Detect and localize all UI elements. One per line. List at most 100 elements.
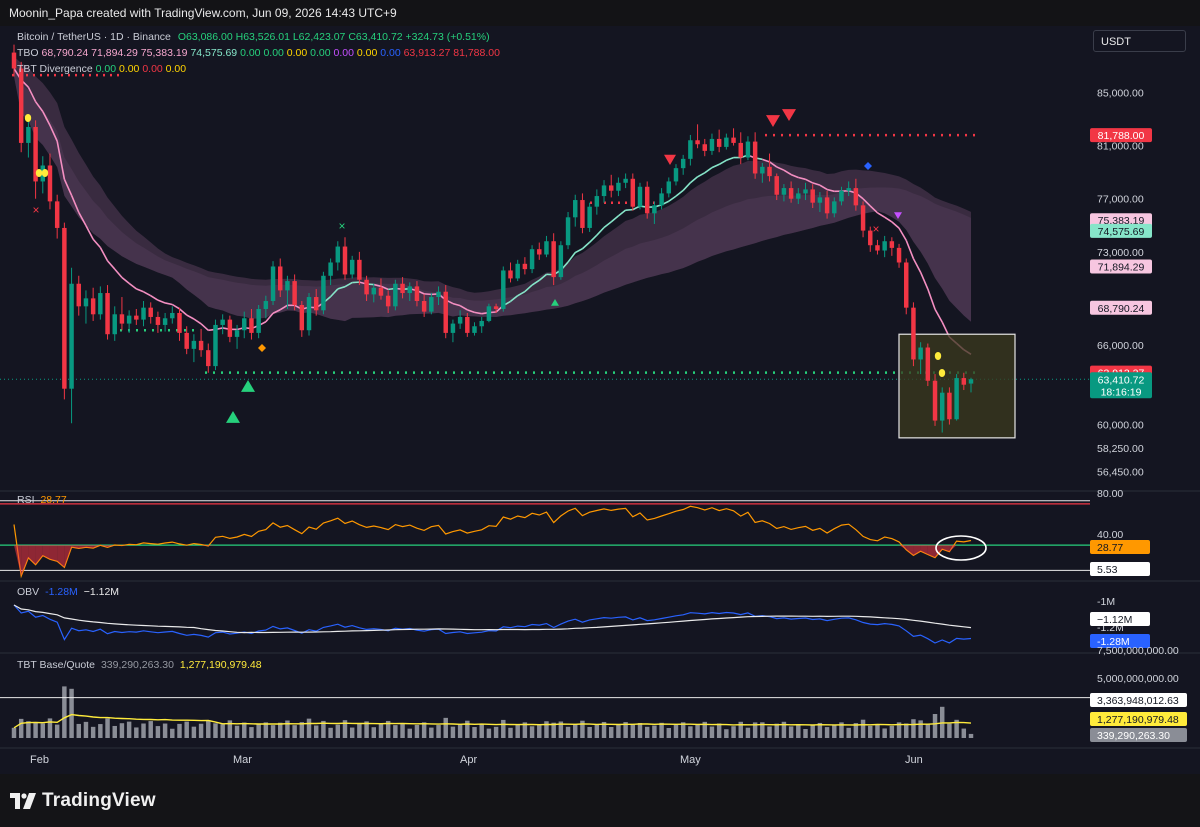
rsi-oversold-fill <box>28 545 36 565</box>
candle-body <box>939 392 945 421</box>
tbo-fast-line-segment <box>625 208 633 211</box>
candle-body <box>767 166 772 177</box>
divergence-triangle-marker <box>894 212 902 219</box>
volume-bar <box>515 724 520 738</box>
tbo-value: 71,894.29 <box>91 47 138 59</box>
tbt-divergence-legend[interactable]: TBT Divergence 0.00 0.00 0.00 0.00 <box>17 63 186 75</box>
candle-body <box>141 307 146 320</box>
volume-bar <box>421 722 427 738</box>
tradingview-brand: TradingView <box>42 790 156 811</box>
symbol-legend[interactable]: Bitcoin / TetherUS · 1D · Binance O63,08… <box>17 31 490 43</box>
volume-bar <box>673 725 679 738</box>
rsi-low-badge <box>1090 562 1150 576</box>
volume-bar <box>256 723 261 738</box>
rsi-oversold-fill <box>927 545 936 558</box>
candle-body <box>465 316 470 333</box>
volume-bar <box>393 725 398 738</box>
tbo-fast-line-segment <box>70 194 80 213</box>
rsi-legend[interactable]: RSI 28.77 <box>17 494 67 506</box>
tbo-fast-line-segment <box>776 166 785 171</box>
volume-bar <box>349 727 355 738</box>
tbo-fast-line-segment <box>581 241 591 250</box>
rsi-oversold-fill <box>920 545 928 555</box>
tbo-fast-line-segment <box>819 184 828 191</box>
candle-body <box>234 330 240 337</box>
divergence-diamond-marker <box>864 162 872 170</box>
price-axis-tick: 56,450.00 <box>1097 467 1144 479</box>
tbo-fast-line-segment <box>668 195 677 202</box>
price-axis-tick: 60,000.00 <box>1097 420 1144 432</box>
obv-line <box>13 604 972 644</box>
candle-body <box>148 307 153 317</box>
candle-body <box>796 193 801 199</box>
tbo-fast-line-segment <box>344 281 353 288</box>
volume-bar <box>385 720 391 738</box>
tbo-fast-line-segment <box>912 258 922 273</box>
volume-bar <box>803 728 808 738</box>
tbo-fast-line-segment <box>798 176 806 181</box>
candle-body <box>76 283 81 307</box>
chart-canvas[interactable]: × × × 85,000.00 81,000.00 77,000.00 73,000.00 6… <box>0 26 1200 774</box>
tbo-fast-line-segment <box>121 276 130 284</box>
volume-bar <box>659 722 664 738</box>
candle-body <box>472 326 477 333</box>
candle-body <box>443 291 448 333</box>
volume-bar <box>565 726 571 738</box>
candle-body <box>62 227 67 389</box>
tbo-fast-line-segment <box>509 295 519 303</box>
tbo-fast-line-segment <box>934 308 943 323</box>
currency-button[interactable]: USDT <box>1093 30 1186 52</box>
tbo-fast-line-segment <box>459 304 468 311</box>
tbo-cloud <box>14 56 971 322</box>
price-axis-tick: 58,250.00 <box>1097 443 1144 455</box>
tbo-fast-line-segment <box>603 221 612 229</box>
cross-marker: × <box>338 219 345 233</box>
candle-body <box>781 188 787 195</box>
volume-bar <box>134 727 139 738</box>
chart-area[interactable]: × × × 85,000.00 81,000.00 77,000.00 73,000.00 6… <box>0 26 1200 774</box>
yellow-dot-marker <box>934 352 942 360</box>
tbo-legend[interactable]: TBO 68,790.24 71,894.29 75,383.19 74,575… <box>17 47 500 59</box>
candle-body <box>11 52 17 69</box>
volume-bar <box>414 724 420 738</box>
volume-bar <box>608 726 614 738</box>
volume-bar <box>321 720 326 738</box>
volume-bar <box>457 724 463 738</box>
volume-bar <box>472 727 477 738</box>
candle-body <box>436 291 441 298</box>
volume-bar <box>69 688 74 738</box>
volume-bar <box>335 724 341 738</box>
cross-marker: × <box>872 222 879 236</box>
volume-bar <box>695 724 700 738</box>
rsi-annotation-circle <box>935 535 987 561</box>
tbo-fast-line-segment <box>178 308 188 316</box>
obv-legend[interactable]: OBV -1.28M −1.12M <box>17 586 119 598</box>
candle-body <box>213 324 218 367</box>
candle-body <box>119 314 125 324</box>
volume-bar <box>508 727 513 738</box>
tradingview-logo[interactable]: TradingView <box>10 790 156 812</box>
volume-bar <box>429 727 434 738</box>
candle-body <box>349 259 355 275</box>
volume-bar <box>278 722 283 738</box>
candle-body <box>846 188 851 191</box>
tbo-fast-line-segment <box>927 288 936 310</box>
tbo-value: 75,383.19 <box>140 47 188 59</box>
tbo-fast-line-segment <box>452 302 461 307</box>
tbt-base-quote-legend[interactable]: TBT Base/Quote 339,290,263.30 1,277,190,… <box>17 659 262 671</box>
candle-body <box>98 293 103 315</box>
volume-bar <box>904 723 909 738</box>
volume-bar <box>62 686 67 738</box>
obv-signal-line <box>13 604 972 634</box>
candle-body <box>529 249 535 270</box>
candle-body <box>371 287 377 295</box>
candle-body <box>637 186 643 207</box>
tbo-fast-line-segment <box>171 303 180 310</box>
volume-bar <box>889 725 895 738</box>
volume-bar <box>26 721 31 738</box>
volume-bar <box>378 724 384 738</box>
candle-body <box>227 319 233 337</box>
candle-body <box>558 245 564 278</box>
candle-body <box>673 168 679 182</box>
tbo-fast-line-segment <box>531 279 540 286</box>
